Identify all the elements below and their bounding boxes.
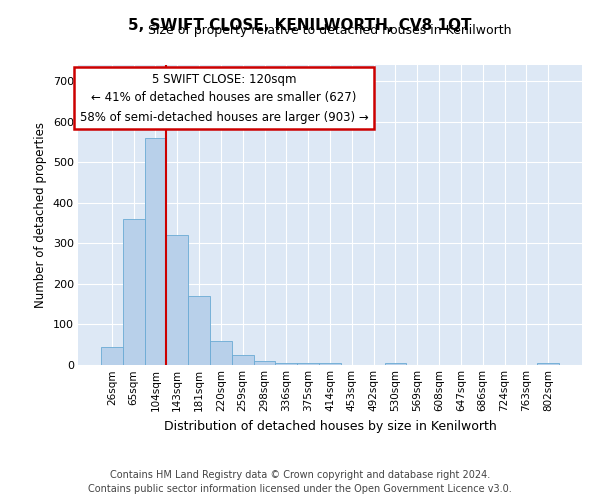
Bar bbox=[145, 138, 166, 365]
Bar bbox=[101, 347, 123, 365]
Bar bbox=[166, 236, 188, 365]
Bar bbox=[385, 363, 406, 365]
Bar bbox=[254, 361, 275, 365]
Y-axis label: Number of detached properties: Number of detached properties bbox=[34, 122, 47, 308]
X-axis label: Distribution of detached houses by size in Kenilworth: Distribution of detached houses by size … bbox=[164, 420, 496, 432]
Text: 5, SWIFT CLOSE, KENILWORTH, CV8 1QT: 5, SWIFT CLOSE, KENILWORTH, CV8 1QT bbox=[128, 18, 472, 32]
Title: Size of property relative to detached houses in Kenilworth: Size of property relative to detached ho… bbox=[148, 24, 512, 38]
Text: 5 SWIFT CLOSE: 120sqm
← 41% of detached houses are smaller (627)
58% of semi-det: 5 SWIFT CLOSE: 120sqm ← 41% of detached … bbox=[80, 72, 368, 124]
Bar bbox=[319, 363, 341, 365]
Bar bbox=[297, 363, 319, 365]
Bar bbox=[275, 363, 297, 365]
Bar bbox=[210, 340, 232, 365]
Text: Contains HM Land Registry data © Crown copyright and database right 2024.
Contai: Contains HM Land Registry data © Crown c… bbox=[88, 470, 512, 494]
Bar bbox=[188, 296, 210, 365]
Bar bbox=[232, 355, 254, 365]
Bar bbox=[123, 219, 145, 365]
Bar bbox=[537, 363, 559, 365]
